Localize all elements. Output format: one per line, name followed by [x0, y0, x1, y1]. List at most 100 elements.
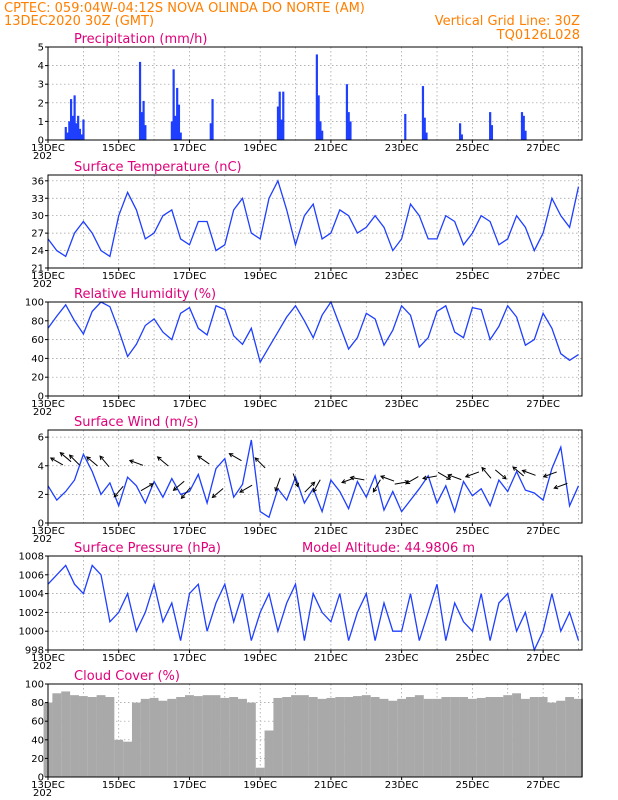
cloud-bar	[211, 695, 221, 777]
x-tick-label: 15DEC	[102, 780, 136, 791]
x-tick-label: 13DEC	[31, 143, 65, 154]
precip-bar	[68, 121, 71, 140]
wind-arrowhead	[113, 492, 119, 498]
precip-bar	[75, 123, 78, 140]
wind-arrowhead	[274, 486, 279, 492]
x-tick-label: 13DEC	[31, 780, 65, 791]
y-tick-label: 36	[31, 176, 44, 187]
precip-bar	[460, 134, 463, 140]
x-tick-label: 23DEC	[385, 271, 419, 282]
y-tick-label: 80	[31, 316, 44, 327]
wind-arrowhead	[481, 466, 486, 472]
y-tick-label: 40	[31, 735, 44, 746]
y-tick-label: 100	[25, 680, 44, 691]
wind-arrow	[86, 456, 98, 467]
cloud-bar	[441, 697, 451, 777]
panel-3: 0 20 40 60 80 100 13DEC 15DEC 17DEC 19DEC 21DEC 23D…	[25, 287, 583, 418]
precip-bar	[77, 115, 80, 140]
cloud-bar	[565, 697, 575, 777]
cloud-bar	[503, 695, 513, 777]
y-tick-label: 1002	[19, 608, 44, 619]
cloud-bar	[335, 697, 345, 777]
x-tick-label: 15DEC	[102, 143, 136, 154]
y-tick-label: 20	[31, 373, 44, 384]
panel-5: 998 1000 1002 1004 1006 1008 13DEC 15DEC 17DEC 19…	[19, 541, 583, 672]
wind-arrow	[312, 479, 321, 493]
wind-arrow	[140, 483, 154, 492]
series-line	[47, 439, 580, 519]
y-tick-label: 0	[38, 519, 44, 530]
precip-bar	[66, 132, 69, 140]
precip-bar	[423, 117, 426, 140]
wind-arrow	[99, 455, 110, 468]
x-tick-label: 19DEC	[243, 780, 277, 791]
panel-4: 0 2 4 6 13DEC 15DEC 17DEC 19DEC 21DEC 23DEC 25DEC 2…	[31, 415, 583, 545]
y-tick-label: 5	[38, 43, 44, 54]
panel-title: Surface Wind (m/s)	[74, 415, 198, 430]
cloud-bar	[70, 695, 79, 777]
precip-bar	[174, 115, 177, 140]
precip-bar	[78, 128, 82, 140]
cloud-bar	[255, 767, 265, 777]
wind-arrow	[173, 480, 185, 491]
cloud-bar	[476, 697, 486, 777]
wind-arrow	[50, 457, 64, 466]
cloud-bar	[131, 702, 141, 777]
wind-arrow	[292, 473, 299, 487]
cloud-bar	[193, 696, 203, 777]
y-tick-label: 20	[31, 754, 44, 765]
cloud-bar	[512, 693, 522, 777]
cloud-bar	[556, 700, 566, 777]
precip-bar	[522, 115, 525, 140]
x-tick-label: 19DEC	[243, 653, 277, 664]
precip-bar	[138, 61, 142, 140]
precip-bar	[142, 100, 145, 140]
x-tick-label: 23DEC	[385, 399, 419, 410]
precip-bar	[317, 95, 320, 140]
x-tick-label: 21DEC	[314, 143, 348, 154]
wind-arrowhead	[197, 455, 202, 460]
cloud-bar	[229, 697, 239, 777]
precip-bar	[349, 121, 352, 140]
precip-bar	[276, 106, 280, 140]
wind-arrow	[197, 455, 210, 465]
x-year-fragment: 202	[33, 151, 52, 162]
panel-1: 0 1 2 3 4 5 13DEC 15DEC 17DEC 19DEC 21DEC 23DEC 25DE…	[31, 32, 583, 162]
cloud-bar	[459, 697, 468, 777]
x-tick-label: 23DEC	[385, 143, 419, 154]
cloud-bar	[96, 695, 106, 777]
wind-arrow	[113, 485, 124, 498]
cloud-bar	[78, 696, 88, 777]
cloud-bar	[450, 697, 460, 777]
cloud-bar	[52, 693, 62, 777]
precip-bar	[71, 115, 74, 140]
y-tick-label: 2	[38, 490, 44, 501]
plot-frame	[47, 683, 583, 778]
cloud-bar	[308, 697, 318, 777]
x-tick-label: 25DEC	[456, 526, 490, 537]
precip-bar	[458, 123, 462, 140]
x-tick-label: 15DEC	[102, 653, 136, 664]
plot-frame	[47, 555, 583, 651]
y-tick-label: 3	[38, 80, 44, 91]
x-tick-label: 15DEC	[102, 271, 136, 282]
plot-frame	[47, 46, 583, 141]
x-tick-label: 19DEC	[243, 143, 277, 154]
wind-arrow	[129, 460, 144, 466]
y-tick-label: 1	[38, 117, 44, 128]
precip-bar	[280, 119, 283, 140]
cloud-bar	[432, 698, 442, 777]
precip-bar	[82, 119, 85, 140]
cloud-bar	[485, 697, 495, 777]
panel-2: 21 24 27 30 33 36 13DEC 15DEC 17DEC 19DEC 21DEC 23D…	[31, 160, 583, 290]
plot-frame	[47, 174, 583, 269]
wind-arrow	[380, 475, 395, 482]
wind-arrow	[254, 457, 266, 469]
precip-bar	[421, 86, 425, 140]
cloud-bar	[291, 695, 300, 777]
panel-title: Cloud Cover (%)	[74, 669, 180, 684]
wind-arrowhead	[379, 475, 385, 480]
x-tick-label: 21DEC	[314, 780, 348, 791]
x-tick-label: 25DEC	[456, 271, 490, 282]
y-tick-label: 30	[31, 211, 44, 222]
